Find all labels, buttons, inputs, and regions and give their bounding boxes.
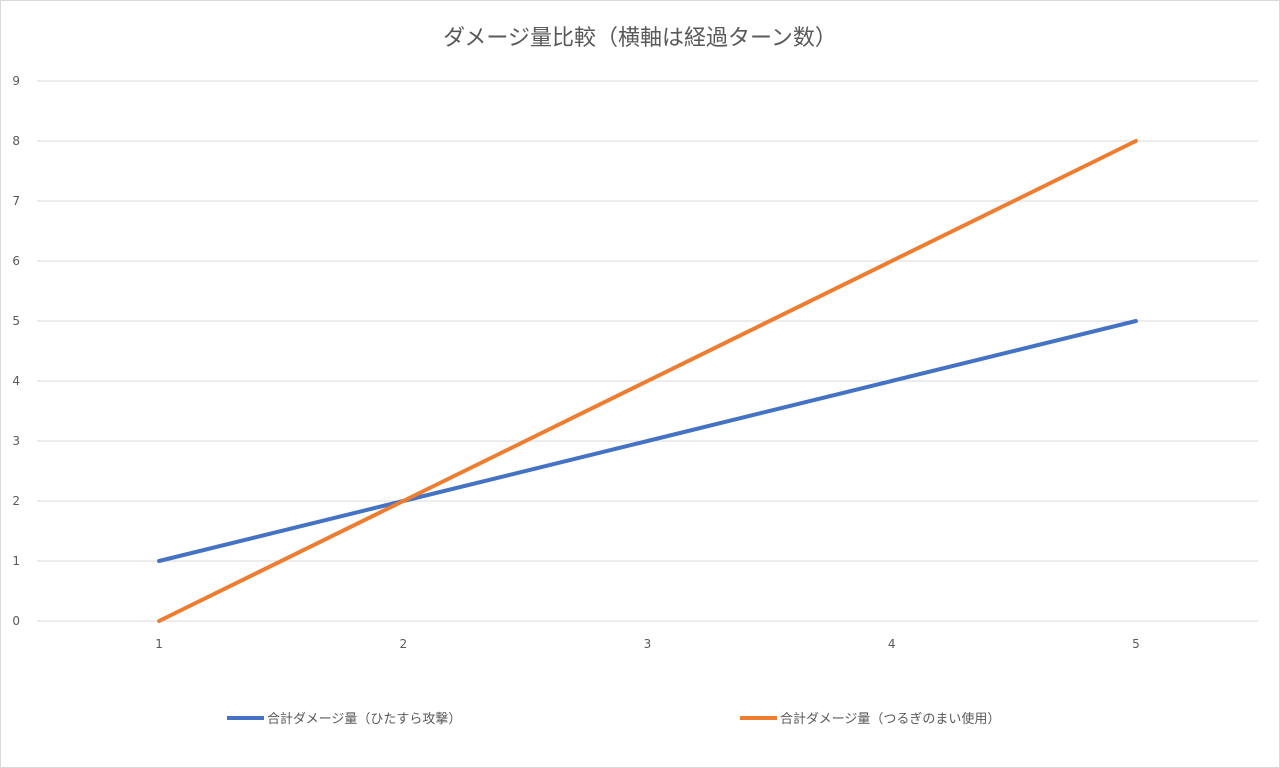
legend-label-2: 合計ダメージ量（つるぎのまい使用）	[780, 711, 1000, 727]
y-tick-label: 5	[12, 314, 20, 328]
legend-label-1: 合計ダメージ量（ひたすら攻撃）	[267, 711, 461, 727]
x-tick-label: 2	[399, 637, 407, 651]
y-tick-label: 0	[12, 614, 20, 628]
y-tick-label: 3	[12, 434, 20, 448]
y-tick-label: 2	[12, 494, 20, 508]
y-tick-label: 6	[12, 254, 20, 268]
x-tick-label: 3	[644, 637, 652, 651]
y-tick-label: 7	[12, 194, 20, 208]
y-tick-label: 1	[12, 554, 20, 568]
x-tick-label: 5	[1132, 637, 1140, 651]
y-tick-label: 9	[12, 74, 20, 88]
x-tick-label: 1	[155, 637, 163, 651]
chart-title: ダメージ量比較（横軸は経過ターン数）	[443, 26, 837, 51]
y-tick-label: 4	[12, 374, 20, 388]
x-tick-label: 4	[888, 637, 896, 651]
y-tick-label: 8	[12, 134, 20, 148]
